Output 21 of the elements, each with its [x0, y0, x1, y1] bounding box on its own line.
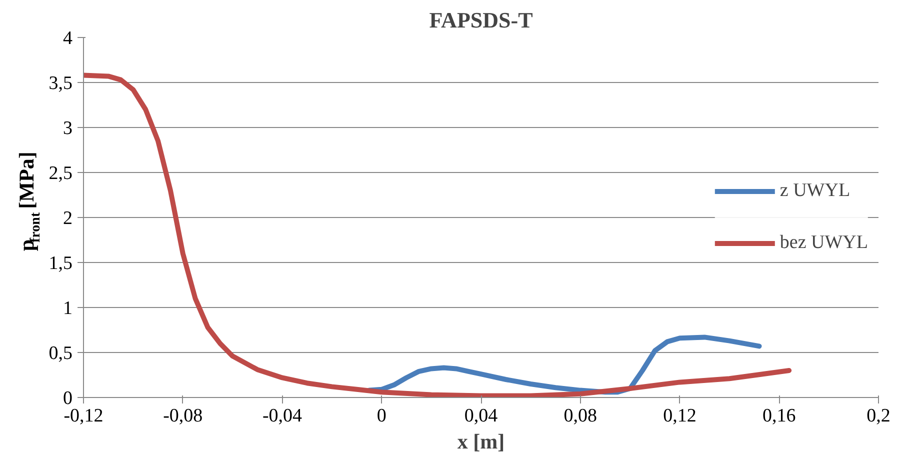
y-tick-label: 3,5 — [48, 73, 72, 94]
legend-label: bez UWYL — [780, 232, 868, 254]
y-tick-label: 2,5 — [48, 163, 72, 184]
y-tick-label: 3 — [63, 118, 72, 139]
y-axis-title: pfront [MPa] — [14, 152, 44, 252]
x-tick-label: 0 — [376, 406, 386, 426]
y-tick-label: 0,5 — [48, 343, 72, 364]
y-tick-label: 1,5 — [48, 253, 72, 274]
x-tick-label: 0,04 — [464, 406, 498, 426]
x-tick-label: -0,08 — [163, 406, 203, 426]
x-tick-label: 0,12 — [663, 406, 696, 426]
y-tick-label: 1 — [63, 298, 72, 319]
legend-label: z UWYL — [780, 180, 850, 202]
x-tick-label: -0,04 — [262, 406, 303, 426]
x-tick-label: 0,08 — [564, 406, 597, 426]
chart-title: FAPSDS-T — [429, 8, 534, 32]
y-tick-label: 2 — [63, 208, 72, 229]
x-axis-title: x [m] — [457, 430, 505, 454]
x-tick-label: 0,16 — [762, 406, 796, 426]
x-tick-label: 0,2 — [866, 406, 890, 426]
y-tick-label: 4 — [63, 28, 73, 49]
